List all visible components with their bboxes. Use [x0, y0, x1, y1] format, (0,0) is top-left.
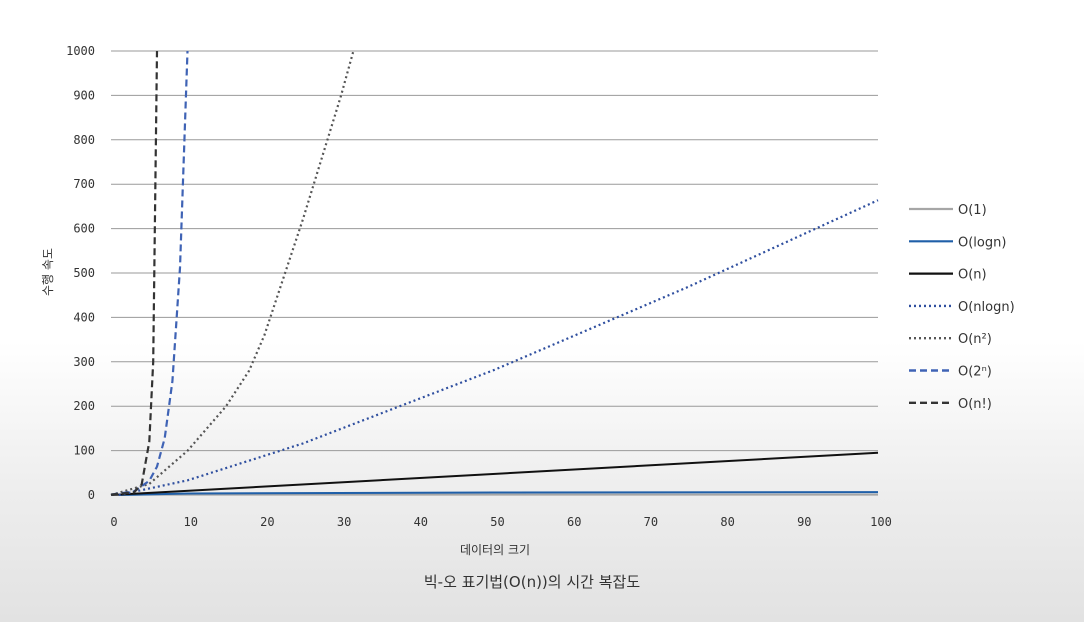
y-tick-label: 900 [73, 88, 95, 102]
y-tick-label: 0 [88, 488, 95, 502]
legend-label: O(logn) [958, 235, 1006, 250]
x-tick-label: 30 [337, 515, 351, 529]
y-gridlines [111, 50, 878, 496]
y-tick-label: 300 [73, 355, 95, 369]
series-line-1 [118, 491, 879, 496]
y-tick-labels: 0 100 200 300 400 500 600 700 800 900 1000 [66, 44, 95, 502]
y-axis-label: 수행 속도 [40, 248, 55, 296]
y-tick-label: 800 [73, 133, 95, 147]
series-line-3 [118, 199, 879, 497]
series-line-6 [110, 50, 159, 496]
series-line-4 [110, 50, 355, 497]
legend-label: O(nlogn) [958, 300, 1015, 315]
x-tick-label: 60 [567, 515, 581, 529]
legend-label: O(n!) [958, 397, 992, 412]
y-tick-label: 500 [73, 266, 95, 280]
legend-label: O(n²) [958, 332, 992, 347]
y-tick-label: 100 [73, 444, 95, 458]
y-tick-label: 400 [73, 310, 95, 324]
x-tick-labels: 0 10 20 30 40 50 60 70 80 90 100 [110, 515, 891, 529]
x-tick-label: 0 [110, 515, 117, 529]
legend: O(1) O(logn) O(n) O(nlogn) O(n²) O(2ⁿ) O(n!) [909, 203, 1015, 412]
series-line-2 [110, 451, 879, 496]
chart-caption: 빅-오 표기법(O(n))의 시간 복잡도 [424, 573, 640, 591]
y-tick-label: 600 [73, 222, 95, 236]
x-axis-label: 데이터의 크기 [460, 543, 530, 557]
y-tick-label: 700 [73, 177, 95, 191]
x-tick-label: 10 [183, 515, 197, 529]
y-tick-label: 200 [73, 399, 95, 413]
x-tick-label: 90 [797, 515, 811, 529]
x-tick-label: 20 [260, 515, 274, 529]
x-tick-label: 80 [720, 515, 734, 529]
legend-label: O(1) [958, 203, 987, 218]
y-tick-label: 1000 [66, 44, 95, 58]
series-lines [110, 50, 879, 497]
x-tick-label: 70 [644, 515, 658, 529]
x-tick-label: 50 [490, 515, 504, 529]
legend-label: O(2ⁿ) [958, 365, 992, 380]
legend-label: O(n) [958, 268, 987, 283]
x-tick-label: 100 [870, 515, 892, 529]
x-tick-label: 40 [414, 515, 428, 529]
